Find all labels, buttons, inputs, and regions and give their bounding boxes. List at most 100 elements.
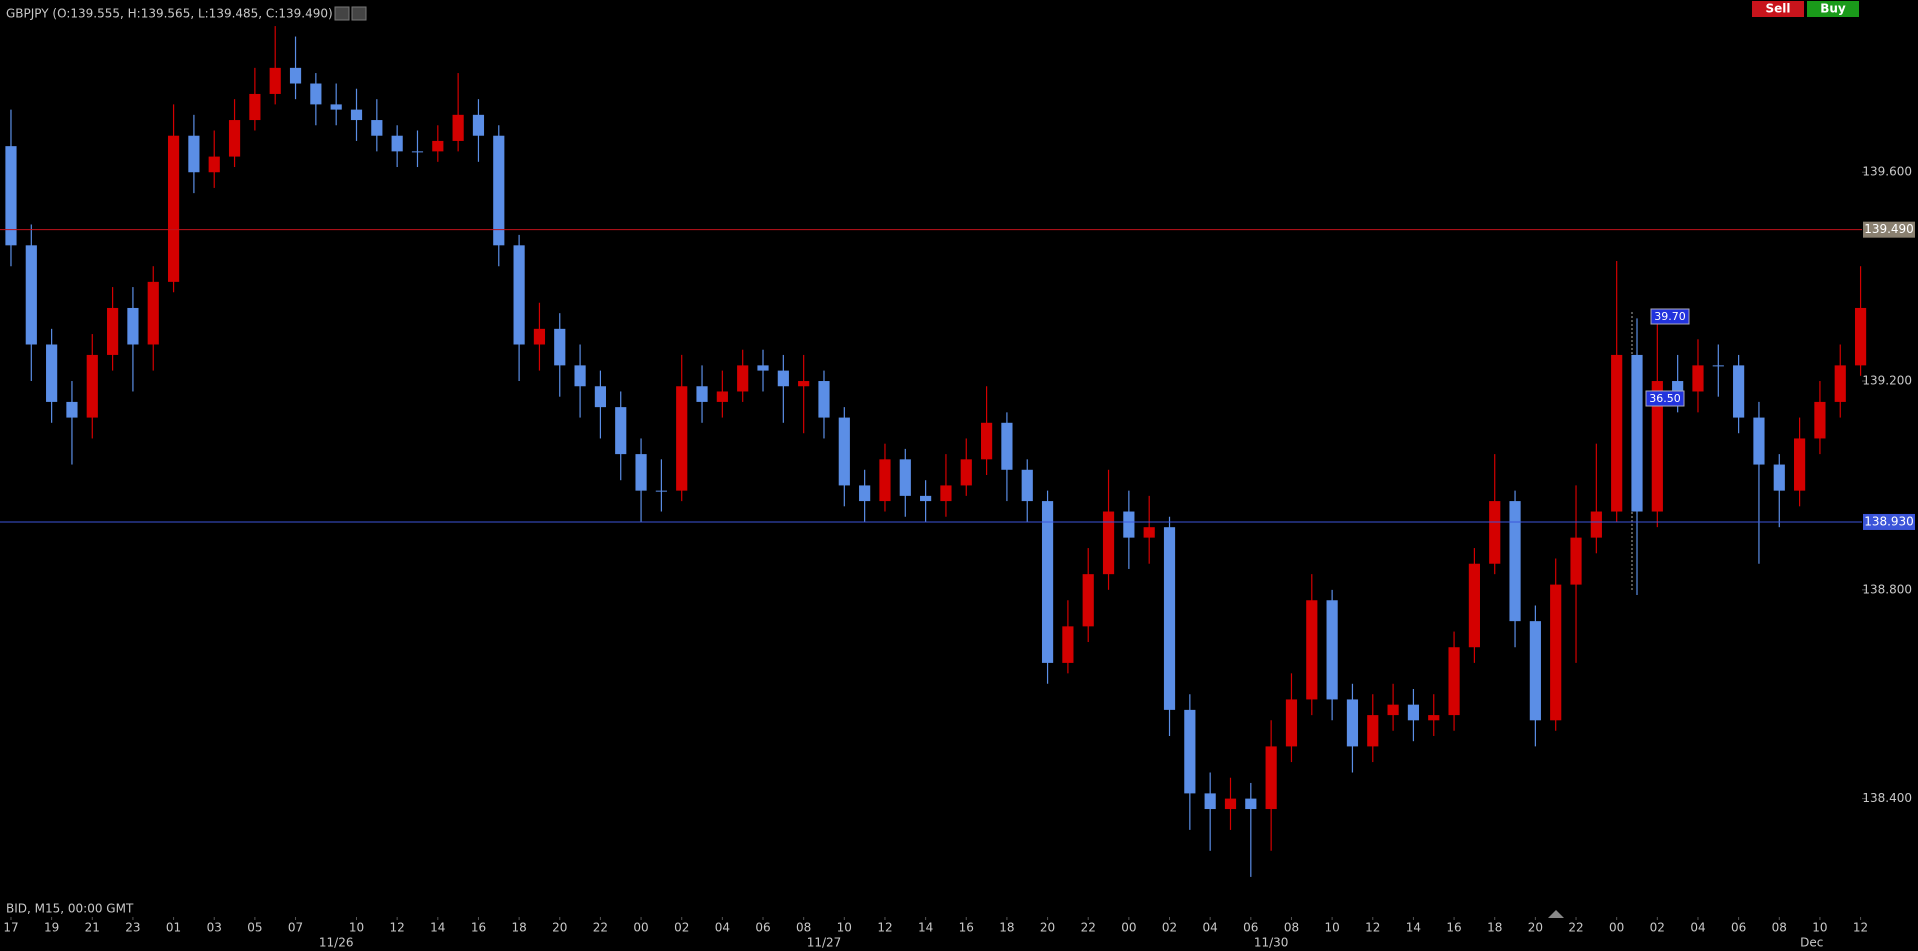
candle-body (1814, 401, 1826, 439)
candle-body (1590, 511, 1602, 538)
candle-body (1082, 574, 1094, 627)
candle-body (1468, 563, 1480, 648)
candle-body (1570, 537, 1582, 585)
sell-label[interactable]: Sell (1765, 2, 1790, 16)
candle-body (1245, 798, 1257, 810)
x-tick-label: 10 (1812, 921, 1827, 935)
candle-body (655, 490, 667, 492)
candle-body (1163, 527, 1176, 710)
candle-body (859, 485, 871, 502)
candle-body (1143, 527, 1155, 538)
x-tick-label: 02 (1162, 921, 1177, 935)
candle-body (167, 135, 180, 282)
x-tick-label: 14 (918, 921, 933, 935)
x-tick-label: 06 (1243, 921, 1258, 935)
x-tick-label: 14 (1406, 921, 1421, 935)
candle-body (838, 417, 850, 486)
candle-body (86, 354, 98, 418)
candle-body (1509, 501, 1521, 622)
x-tick-label: 19 (44, 921, 59, 935)
y-tick-label: 138.800 (1862, 582, 1912, 596)
candle-body (66, 401, 78, 418)
candle-body (716, 391, 728, 402)
x-tick-label: 10 (349, 921, 364, 935)
x-tick-label: 16 (1446, 921, 1461, 935)
candle-body (533, 328, 546, 345)
candle-body (1529, 621, 1541, 721)
candle-body (1489, 501, 1501, 564)
candle-body (1712, 365, 1724, 367)
candle-body (737, 365, 749, 392)
candle-body (1428, 715, 1440, 721)
candle-body (1407, 704, 1420, 721)
candle-body (391, 135, 403, 152)
x-tick-label: 22 (1081, 921, 1096, 935)
x-tick-label: 16 (959, 921, 974, 935)
buy-label[interactable]: Buy (1820, 2, 1846, 16)
candle-body (1794, 438, 1806, 491)
candle-body (899, 459, 911, 496)
candle-body (1204, 793, 1216, 810)
candle-body (432, 140, 444, 152)
x-tick-label: 18 (511, 921, 526, 935)
x-tick-label: 14 (430, 921, 445, 935)
candle-body (1062, 626, 1074, 663)
candle-body (1611, 354, 1623, 512)
candle-body (1224, 798, 1237, 810)
x-tick-label: 05 (247, 921, 262, 935)
x-tick-label: 06 (755, 921, 770, 935)
candle-body (1834, 365, 1846, 402)
candle-body (594, 386, 606, 408)
candle-body (269, 67, 281, 94)
candle-body (411, 151, 424, 153)
x-tick-label: 01 (166, 921, 181, 935)
candle-body (513, 245, 525, 345)
annotation-label: 39.70 (1654, 310, 1686, 323)
buy-button[interactable] (1807, 1, 1859, 17)
x-tick-label: 00 (633, 921, 648, 935)
candle-body (1041, 501, 1054, 663)
x-tick-label: 20 (552, 921, 567, 935)
candle-body (5, 146, 17, 246)
x-tick-label: 20 (1528, 921, 1543, 935)
x-tick-label: 12 (877, 921, 892, 935)
candle-body (493, 135, 505, 246)
x-tick-label: 22 (593, 921, 608, 935)
scroll-marker[interactable] (1548, 910, 1564, 918)
candle-body (289, 67, 302, 84)
price-level-box (1863, 513, 1915, 530)
candle-body (574, 365, 586, 387)
x-tick-label: 02 (1650, 921, 1665, 935)
close-icon[interactable] (351, 6, 367, 21)
candle-body (1306, 600, 1318, 700)
annotation-box (1650, 308, 1690, 325)
date-label: 11/26 (319, 936, 354, 950)
candle-body (696, 386, 708, 402)
candle-body (1753, 417, 1765, 465)
candle-body (1184, 709, 1196, 794)
price-level-box (1863, 221, 1915, 238)
candle-body (1672, 381, 1684, 392)
sell-button[interactable] (1752, 1, 1804, 17)
x-tick-label: 20 (1040, 921, 1055, 935)
x-tick-label: 02 (674, 921, 689, 935)
date-label: 11/30 (1254, 936, 1289, 950)
candle-body (249, 93, 261, 121)
candle-body (777, 370, 789, 387)
x-tick-label: 12 (390, 921, 405, 935)
candle-body (330, 104, 342, 110)
x-tick-label: 17 (3, 921, 18, 935)
date-label: Dec (1800, 936, 1823, 950)
candle-body (228, 120, 241, 157)
x-tick-label: 12 (1365, 921, 1380, 935)
x-tick-label: 10 (837, 921, 852, 935)
y-tick-label: 138.400 (1862, 791, 1912, 805)
candle-body (1367, 715, 1379, 747)
settings-icon[interactable] (334, 6, 350, 21)
candle-body (1346, 699, 1359, 747)
x-tick-label: 23 (125, 921, 140, 935)
candle-body (1651, 381, 1663, 512)
y-tick-label: 139.200 (1862, 374, 1912, 388)
candle-body (757, 365, 769, 371)
